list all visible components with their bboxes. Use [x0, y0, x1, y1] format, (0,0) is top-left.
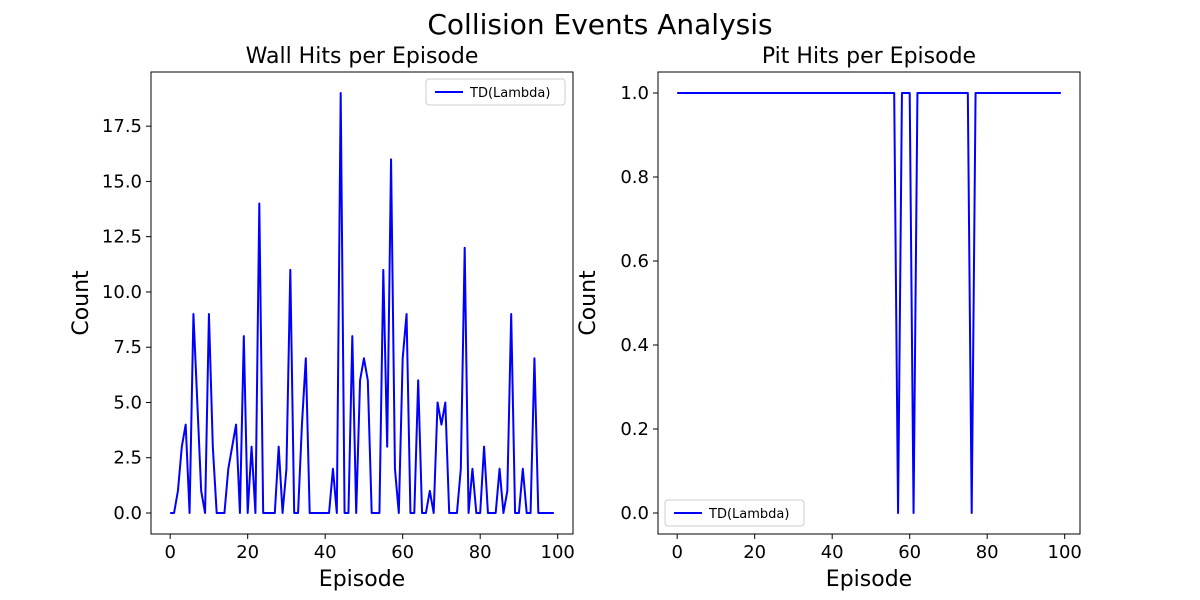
pit-x-axis-label: Episode	[826, 567, 912, 592]
wall-y-tick-label: 12.5	[102, 227, 142, 248]
wall-y-tick-label: 2.5	[113, 448, 142, 469]
wall-chart-title: Wall Hits per Episode	[246, 44, 479, 69]
wall-y-tick-label: 15.0	[102, 171, 142, 192]
wall-y-tick-label: 0.0	[113, 503, 142, 524]
wall-y-tick-label: 17.5	[102, 116, 142, 137]
wall-hits-chart: Wall Hits per Episode 0 20 40 60 80 100 0.0 2.5 5…	[69, 44, 575, 592]
pit-x-tick-label: 100	[1048, 542, 1082, 563]
pit-y-tick-label: 0.0	[620, 503, 649, 524]
wall-axes-frame	[150, 71, 574, 535]
wall-x-axis-label: Episode	[319, 567, 405, 592]
pit-y-tick-label: 0.4	[620, 335, 649, 356]
pit-series-line-0	[677, 92, 1061, 514]
wall-x-tick-label: 100	[541, 542, 575, 563]
pit-axes-frame	[657, 71, 1081, 535]
pit-hits-chart: Pit Hits per Episode 0 20 40 60 80 100 0.0 0.2 0.…	[576, 44, 1082, 592]
wall-y-tick-label: 7.5	[113, 337, 142, 358]
wall-x-tick-label: 40	[314, 542, 337, 563]
pit-legend: TD(Lambda)	[664, 499, 805, 527]
pit-y-tick-label: 0.6	[620, 251, 649, 272]
wall-x-tick-label: 0	[164, 542, 175, 563]
pit-y-axis-label: Count	[576, 270, 601, 336]
pit-legend-box	[664, 499, 805, 527]
wall-y-tick-label: 10.0	[102, 282, 142, 303]
pit-x-tick-label: 40	[821, 542, 844, 563]
figure-title: Collision Events Analysis	[427, 8, 772, 41]
wall-y-tick-label: 5.0	[113, 392, 142, 413]
pit-y-tick-label: 0.2	[620, 419, 649, 440]
pit-x-tick-label: 20	[743, 542, 766, 563]
wall-y-axis-label: Count	[69, 270, 94, 336]
pit-legend-label: TD(Lambda)	[708, 507, 789, 522]
wall-legend-label: TD(Lambda)	[469, 86, 550, 101]
pit-y-tick-label: 0.8	[620, 167, 649, 188]
wall-x-tick-label: 20	[236, 542, 259, 563]
pit-chart-title: Pit Hits per Episode	[762, 44, 976, 69]
wall-x-tick-label: 60	[391, 542, 414, 563]
wall-legend: TD(Lambda)	[425, 78, 566, 106]
wall-x-tick-label: 80	[469, 542, 492, 563]
pit-x-tick-label: 0	[671, 542, 682, 563]
pit-x-tick-label: 80	[976, 542, 999, 563]
pit-x-tick-label: 60	[898, 542, 921, 563]
pit-y-tick-label: 1.0	[620, 83, 649, 104]
wall-series-line-0	[170, 92, 554, 514]
wall-legend-box	[425, 78, 566, 106]
